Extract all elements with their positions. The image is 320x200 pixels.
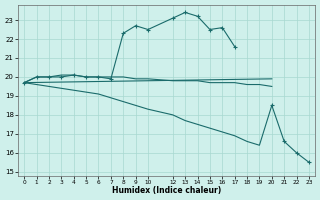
X-axis label: Humidex (Indice chaleur): Humidex (Indice chaleur) bbox=[112, 186, 221, 195]
